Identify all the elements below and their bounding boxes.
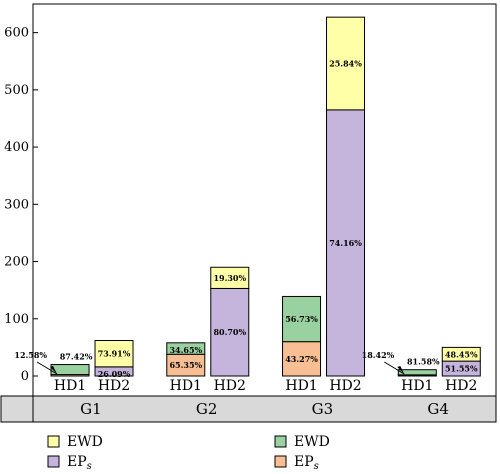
x-category-label: HD2 <box>445 378 477 394</box>
callout-arrowhead <box>397 366 405 374</box>
y-tick-label: 100 <box>4 312 29 327</box>
legend-label-main: EWD <box>67 434 103 450</box>
bars: 12.58% 87.42% 73.91% 26.09% 34.65% 65.35% 19.3… <box>14 16 481 379</box>
x-category-label: HD1 <box>401 378 433 394</box>
x-category-label: HD2 <box>98 378 130 394</box>
bar-pct-label-bottom: 26.09% <box>98 369 131 379</box>
bar-pct-label-top: 81.58% <box>407 357 440 367</box>
bar-pct-label-bottom: 43.27% <box>285 354 318 364</box>
callout-line <box>384 361 405 375</box>
x-category-label: HD2 <box>214 378 246 394</box>
y-tick-label: 400 <box>4 140 29 155</box>
bar-segment-top <box>210 266 250 289</box>
x-category-label: HD2 <box>329 378 361 394</box>
y-tick-label: 300 <box>4 197 29 212</box>
y-tick-label: 600 <box>4 26 29 41</box>
x-category-label: HD1 <box>285 378 317 394</box>
y-axis: 0 100 200 300 400 500 600 <box>4 26 38 384</box>
plot-border <box>32 3 497 423</box>
bar-segment-top <box>282 295 322 343</box>
y-tick-label: 0 <box>21 369 29 384</box>
bar-segment-top <box>397 369 437 376</box>
callout-arrowhead <box>50 366 58 374</box>
bar-segment-top <box>94 340 134 368</box>
bar-pct-label-top: 34.65% <box>169 345 202 355</box>
bar-segment-bottom <box>282 341 322 377</box>
bar-pct-label-bottom: 12.58% <box>14 350 47 360</box>
legend-label-main: EP <box>294 454 314 470</box>
bar-pct-label-top: 73.91% <box>98 349 131 359</box>
legend-label: EWD <box>294 434 330 450</box>
bar-pct-label-bottom: 51.55% <box>445 364 478 374</box>
bar-pct-label-bottom: 18.42% <box>362 350 395 360</box>
bar-pct-label-top: 25.84% <box>329 59 362 69</box>
bar-pct-label-bottom: 65.35% <box>169 360 202 370</box>
legend-label: EWD <box>67 434 103 450</box>
legend-label-main: EWD <box>294 434 330 450</box>
bar-pct-label-bottom: 80.70% <box>213 327 246 337</box>
bar-pct-label-top: 87.42% <box>60 352 93 362</box>
x-axis: HD1 HD2 G1 HD1 HD2 G2 HD1 HD2 G3 HD1 HD2 G4 <box>54 378 478 418</box>
group-band <box>0 395 497 423</box>
y-tick-label: 200 <box>4 255 29 270</box>
bar-segment-bottom <box>210 287 250 377</box>
x-category-label: HD1 <box>170 378 202 394</box>
legend-label-sub: s <box>87 461 92 472</box>
bar-segment-top <box>50 364 90 376</box>
legend-label: EPs <box>294 454 319 472</box>
legend-swatch <box>47 435 60 448</box>
bar-segment-top <box>326 16 366 111</box>
x-category-label: HD1 <box>54 378 86 394</box>
legend-label: EPs <box>67 454 92 472</box>
legend-swatch <box>274 435 287 448</box>
bar-pct-label-bottom: 74.16% <box>329 238 362 248</box>
group-label: G4 <box>427 400 449 418</box>
bar-pct-label-top: 19.30% <box>213 273 246 283</box>
y-tick-label: 500 <box>4 83 29 98</box>
plot-frame <box>0 3 497 423</box>
legend-swatch <box>274 455 287 468</box>
bar-segment-top <box>441 346 481 362</box>
bar-pct-label-top: 56.73% <box>285 314 318 324</box>
bar-segment-bottom <box>326 109 366 377</box>
group-label: G2 <box>196 400 218 418</box>
legend-label-sub: s <box>314 461 319 472</box>
bar-pct-label-top: 48.45% <box>445 349 478 359</box>
callout-line <box>36 361 58 375</box>
group-label: G3 <box>312 400 334 418</box>
group-label: G1 <box>80 400 102 418</box>
legend-swatch <box>47 455 60 468</box>
bar-segment-top <box>166 342 206 355</box>
legend-label-main: EP <box>67 454 87 470</box>
